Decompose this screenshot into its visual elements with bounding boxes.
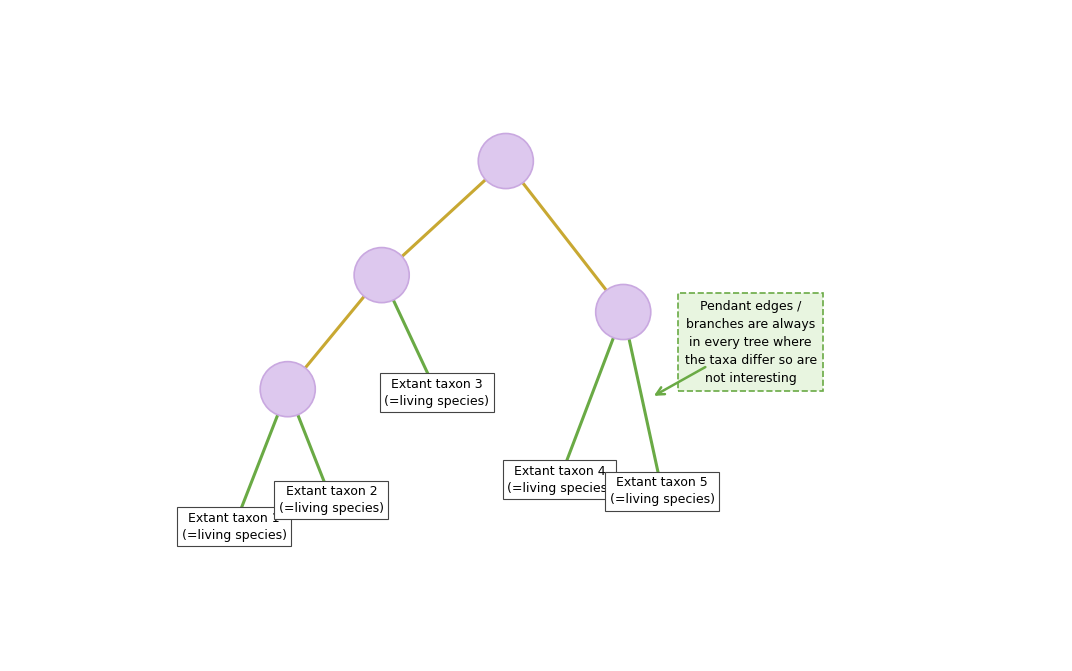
- Circle shape: [596, 285, 651, 340]
- Text: Extant taxon 2
(=living species): Extant taxon 2 (=living species): [279, 485, 384, 515]
- Text: Extant taxon 3
(=living species): Extant taxon 3 (=living species): [384, 378, 489, 407]
- Text: Pendant edges /
branches are always
in every tree where
the taxa differ so are
n: Pendant edges / branches are always in e…: [685, 300, 817, 384]
- Circle shape: [354, 248, 410, 303]
- Text: Extant taxon 4
(=living species): Extant taxon 4 (=living species): [507, 465, 612, 495]
- Text: Extant taxon 1
(=living species): Extant taxon 1 (=living species): [181, 512, 286, 541]
- Circle shape: [478, 134, 534, 189]
- Circle shape: [260, 362, 315, 417]
- Text: Extant taxon 5
(=living species): Extant taxon 5 (=living species): [610, 476, 715, 506]
